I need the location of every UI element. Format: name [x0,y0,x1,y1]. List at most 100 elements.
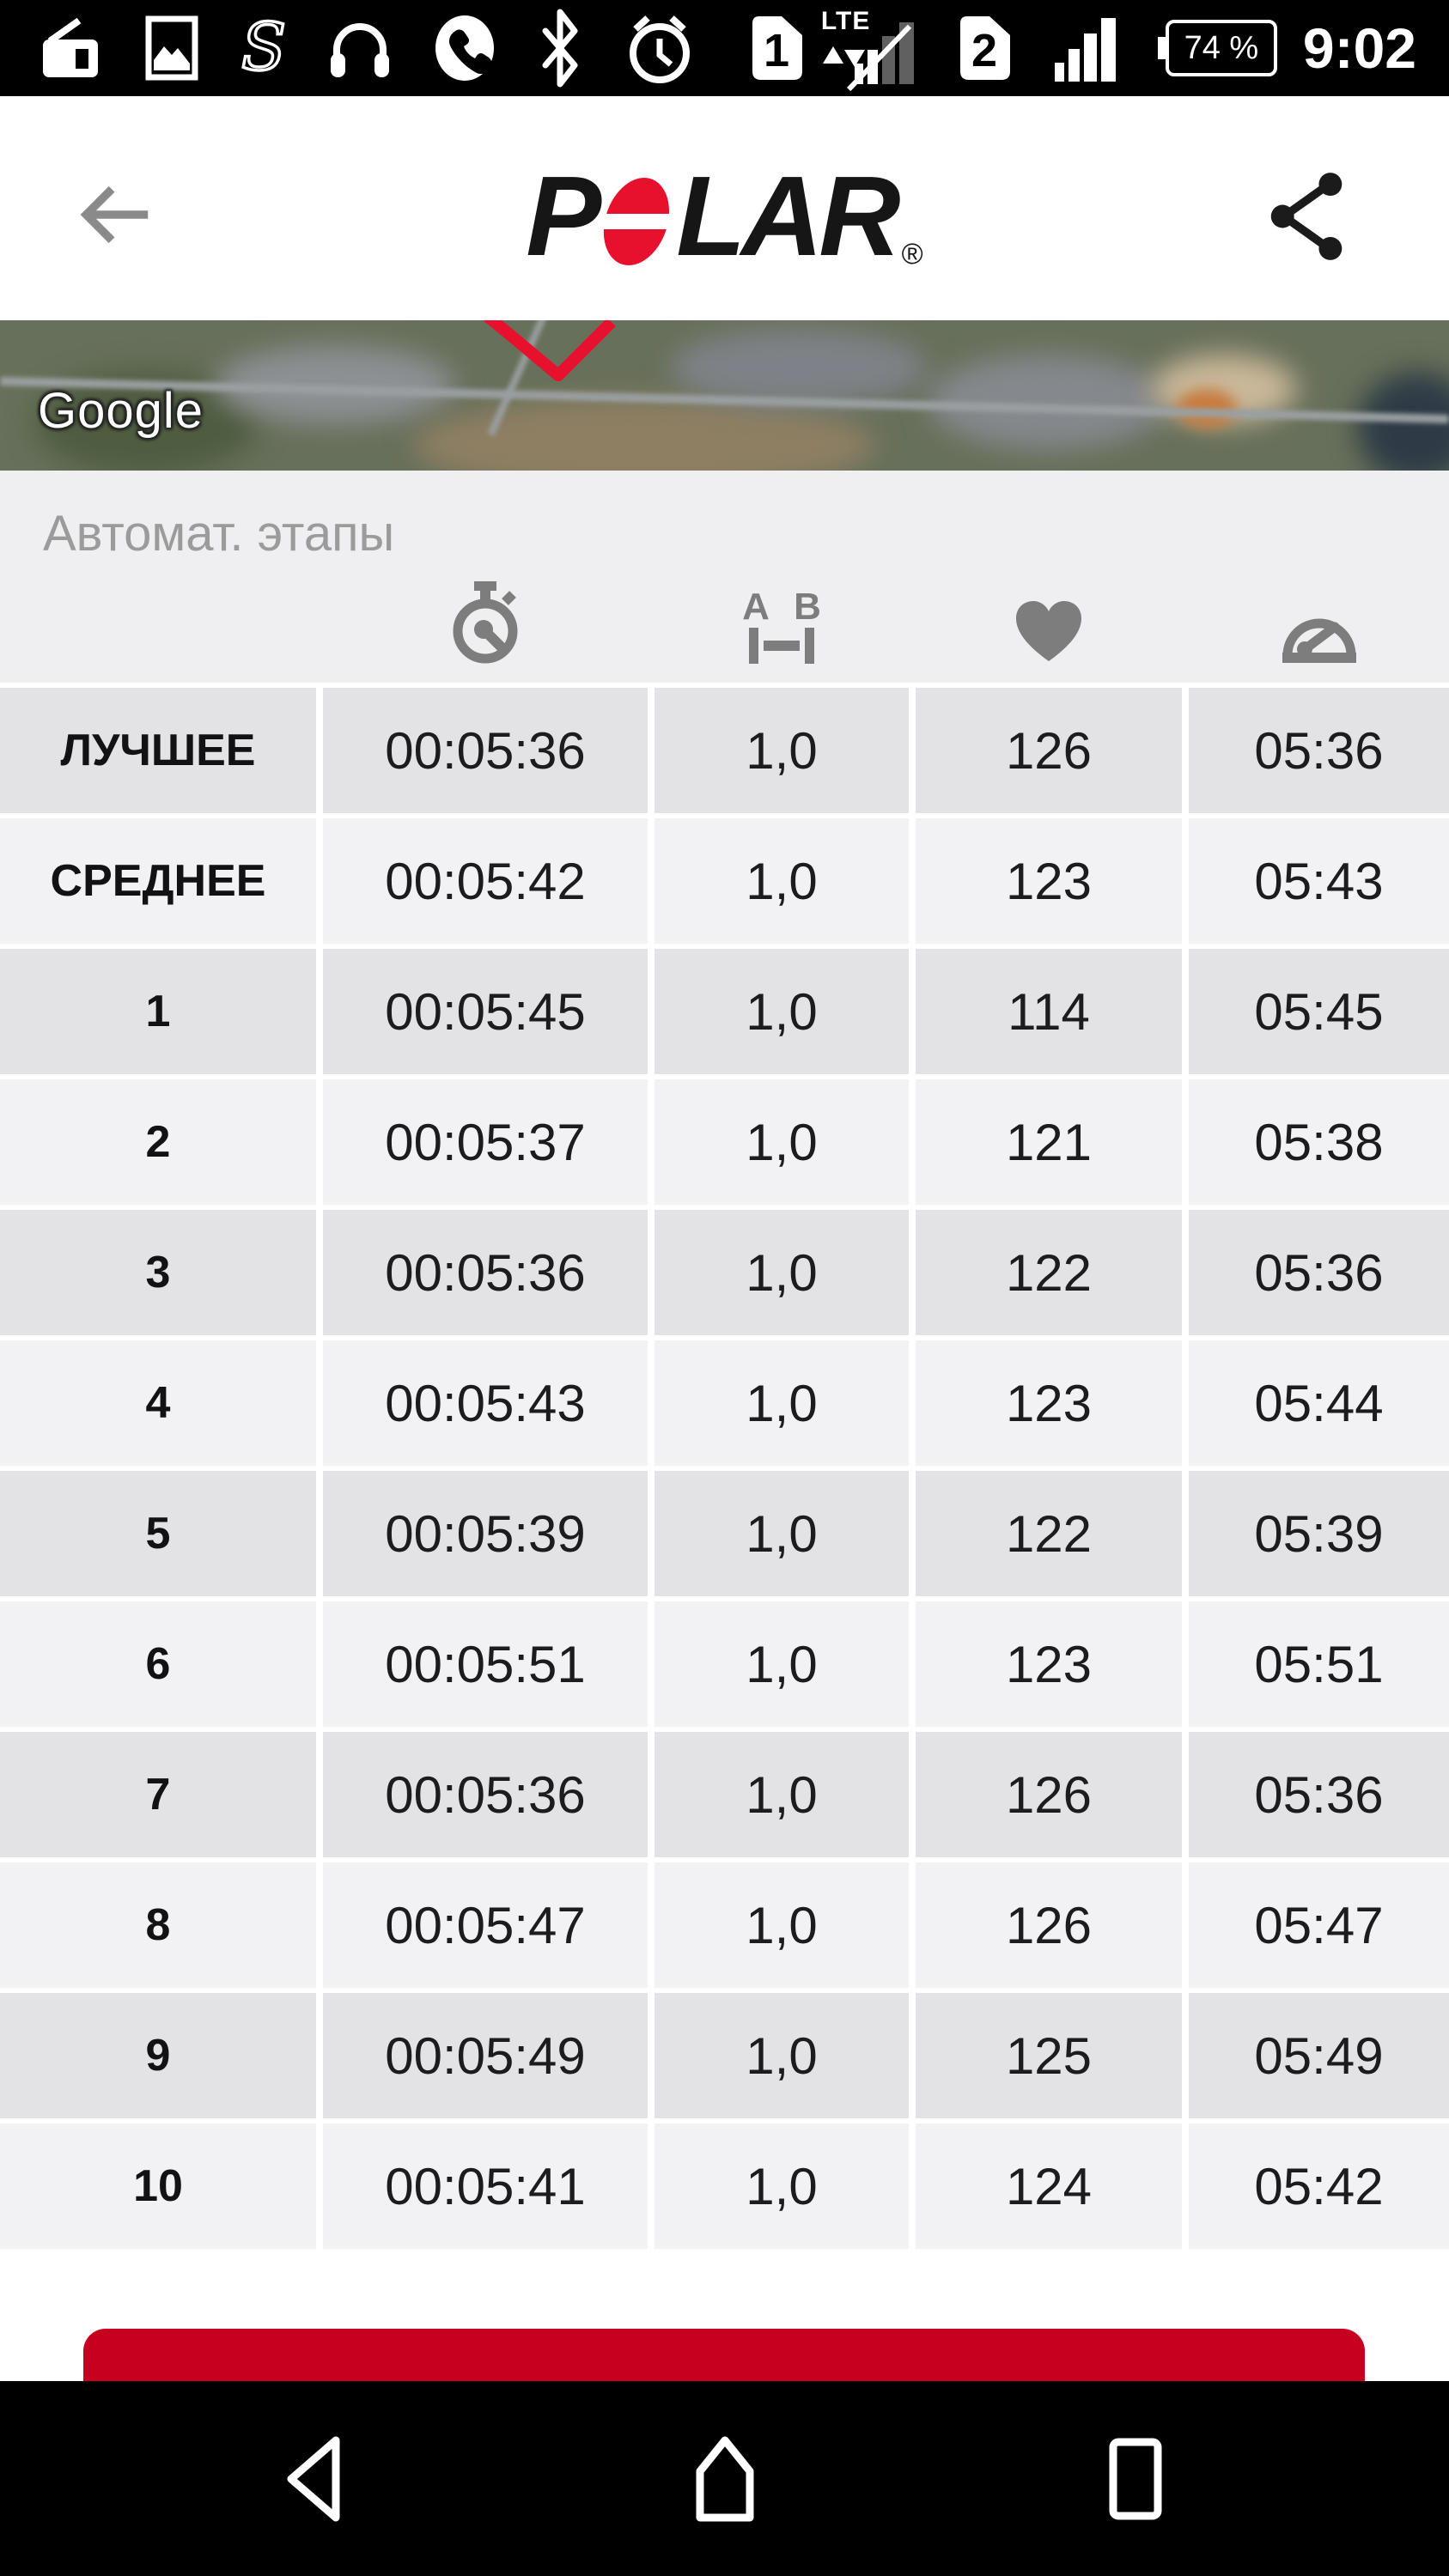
sim2-signal-bars [1054,15,1116,82]
lap-label: 9 [0,1993,316,2118]
lte-label: LTE [820,7,871,35]
lap-heart-rate: 114 [916,949,1182,1074]
sim1-number: 1 [764,25,789,76]
registered-mark: ® [901,238,923,270]
back-arrow-icon [80,185,149,244]
lap-heart-rate: 124 [916,2123,1182,2249]
lap-duration: 00:05:36 [323,1732,648,1857]
lap-label: 2 [0,1079,316,1205]
lap-duration: 00:05:36 [323,1210,648,1335]
lap-heart-rate: 126 [916,1732,1182,1857]
s-app-icon: S [240,13,288,83]
lap-heart-rate: 122 [916,1471,1182,1596]
duration-column-header [323,581,648,683]
lap-duration: 00:05:37 [323,1079,648,1205]
lap-distance: 1,0 [654,688,909,813]
lap-pace: 05:36 [1189,1210,1449,1335]
lap-label: 10 [0,2123,316,2249]
lap-distance: 1,0 [654,1862,909,1988]
lap-distance: 1,0 [654,818,909,944]
nav-home-button[interactable] [686,2432,764,2526]
lap-pace: 05:45 [1189,949,1449,1074]
lap-label: 6 [0,1601,316,1727]
upload-arrow-icon [822,46,843,64]
battery-icon: 74 % [1157,20,1277,76]
lap-heart-rate: 122 [916,1210,1182,1335]
label-column-header [0,664,316,683]
lap-heart-rate: 126 [916,688,1182,813]
status-clock: 9:02 [1302,16,1416,80]
pace-gauge-icon [1282,618,1356,663]
lap-duration: 00:05:49 [323,1993,648,2118]
map-buildings [670,329,928,406]
lap-distance: 1,0 [654,1079,909,1205]
logo-letter-p: P [526,153,601,279]
pace-column-header [1189,604,1449,683]
lap-duration: 00:05:41 [323,2123,648,2249]
headphones-icon [331,23,389,77]
auto-laps-section: Автомат. этапы A B [0,471,1449,2249]
lap-distance: 1,0 [654,1210,909,1335]
lap-distance: 1,0 [654,949,909,1074]
sim2-icon: 2 [959,16,1010,80]
lap-duration: 00:05:47 [323,1862,648,1988]
lap-heart-rate: 126 [916,1862,1182,1988]
sim1-icon: 1 [752,16,802,80]
lap-label: ЛУЧШЕЕ [0,688,316,813]
gallery-icon [145,15,198,81]
lap-duration: 00:05:42 [323,818,648,944]
svg-text:B: B [794,590,821,628]
lap-distance: 1,0 [654,1471,909,1596]
lap-label: СРЕДНЕЕ [0,818,316,944]
polar-logo: P LAR ® [0,156,1449,276]
lap-pace: 05:43 [1189,818,1449,944]
lap-pace: 05:42 [1189,2123,1449,2249]
lap-label: 7 [0,1732,316,1857]
svg-text:S: S [241,13,286,83]
status-bar-system: 1 LTE 2 74 % 9:02 [751,7,1449,92]
lap-distance: 1,0 [654,1732,909,1857]
lap-duration: 00:05:36 [323,688,648,813]
sim2-number: 2 [971,25,997,76]
lap-pace: 05:47 [1189,1862,1449,1988]
lap-pace: 05:38 [1189,1079,1449,1205]
lap-pace: 05:51 [1189,1601,1449,1727]
section-title: Автомат. этапы [43,506,395,562]
battery-percent: 74 % [1184,29,1259,66]
share-icon [1270,173,1342,260]
back-button[interactable] [70,172,156,258]
lap-duration: 00:05:45 [323,949,648,1074]
lap-label: 5 [0,1471,316,1596]
lap-duration: 00:05:43 [323,1340,648,1466]
lap-pace: 05:39 [1189,1471,1449,1596]
lap-pace: 05:36 [1189,1732,1449,1857]
nav-back-button[interactable] [276,2432,353,2526]
lap-duration: 00:05:51 [323,1601,648,1727]
svg-text:A: A [742,590,770,628]
download-arrow-icon [843,50,865,67]
lap-label: 3 [0,1210,316,1335]
lap-label: 1 [0,949,316,1074]
route-line [483,320,616,381]
laps-table: ЛУЧШЕЕ 00:05:36 1,0 126 05:36 СРЕДНЕЕ 00… [0,683,1449,2249]
lap-heart-rate: 123 [916,1601,1182,1727]
bluetooth-icon [542,9,578,88]
share-button[interactable] [1260,165,1355,268]
radio-icon [43,17,98,77]
stopwatch-icon [453,581,518,664]
lap-distance: 1,0 [654,2123,909,2249]
lap-heart-rate: 121 [916,1079,1182,1205]
nav-recents-button[interactable] [1097,2432,1174,2526]
lap-distance: 1,0 [654,1601,909,1727]
alarm-icon [630,15,690,83]
route-map-preview[interactable]: Google [0,320,1449,471]
lap-label: 4 [0,1340,316,1466]
lap-pace: 05:36 [1189,688,1449,813]
android-nav-bar [0,2381,1449,2576]
lap-heart-rate: 123 [916,818,1182,944]
logo-letters-lar: LAR [676,153,900,279]
nav-recents-icon [1109,2438,1161,2519]
heart-icon [1016,601,1081,661]
lap-heart-rate: 125 [916,1993,1182,2118]
distance-column-header: A B [654,590,909,683]
